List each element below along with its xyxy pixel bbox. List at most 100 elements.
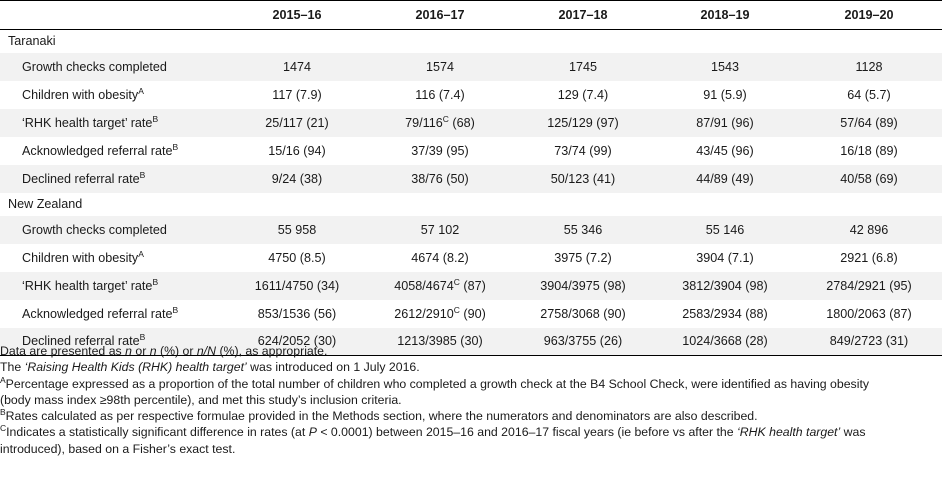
table-row: ‘RHK health target’ rateB 1611/4750 (34) 4… xyxy=(0,271,942,300)
footnote-marker: B xyxy=(152,276,159,287)
cell-value: 853/1536 (56) xyxy=(257,306,337,321)
row-label: Acknowledged referral rateB xyxy=(0,137,226,165)
table-cell: 2758/3068 (90) xyxy=(512,300,654,328)
row-label-text: Declined referral rate xyxy=(22,334,140,349)
table-cell: 1024/3668 (28) xyxy=(654,327,796,356)
row-label: Declined referral rateB xyxy=(0,165,226,193)
cell-value: 64 (5.7) xyxy=(847,87,891,102)
table-cell: 853/1536 (56) xyxy=(226,300,368,328)
row-label-text: ‘RHK health target’ rate xyxy=(22,115,153,130)
table-cell: 16/18 (89) xyxy=(796,137,942,165)
cell-value: 849/2723 (31) xyxy=(829,334,909,349)
row-label: Declined referral rateB xyxy=(0,327,226,356)
table-cell: 3904/3975 (98) xyxy=(512,272,654,300)
table-cell: 4674 (8.2) xyxy=(368,244,512,272)
footnote-marker: B xyxy=(152,113,159,124)
table-cell: 55 146 xyxy=(654,216,796,244)
cell-value: 125/129 (97) xyxy=(547,115,619,130)
table-cell: 40/58 (69) xyxy=(796,165,942,193)
cell-value: 129 (7.4) xyxy=(557,87,609,102)
cell-value-rest: (90) xyxy=(459,306,486,321)
footnote-marker: C xyxy=(453,276,460,287)
cell-value: 1574 xyxy=(425,59,455,74)
table-cell: 2921 (6.8) xyxy=(796,244,942,272)
table-cell: 624/2052 (30) xyxy=(226,327,368,356)
cell-value: 91 (5.9) xyxy=(703,87,747,102)
row-label-text: Declined referral rate xyxy=(22,171,140,186)
row-label: Growth checks completed xyxy=(0,216,226,244)
cell-value: 2921 (6.8) xyxy=(840,250,898,265)
table-cell: 1611/4750 (34) xyxy=(226,272,368,300)
table-cell: 1800/2063 (87) xyxy=(796,300,942,328)
row-label-text: Children with obesity xyxy=(22,87,139,102)
table-row: Acknowledged referral rateB 853/1536 (56)… xyxy=(0,300,942,328)
column-header: 2016–17 xyxy=(368,0,512,30)
table-cell: 3812/3904 (98) xyxy=(654,272,796,300)
cell-value: 1800/2063 (87) xyxy=(826,306,912,321)
column-header: 2018–19 xyxy=(654,0,796,30)
table-cell: 1745 xyxy=(512,53,654,81)
table-row: ‘RHK health target’ rateB 25/117 (21) 79/1… xyxy=(0,108,942,137)
cell-value: 57 102 xyxy=(420,222,460,237)
cell-value: 43/45 (96) xyxy=(696,143,754,158)
table-cell: 4058/4674C (87) xyxy=(368,272,512,300)
cell-value: 9/24 (38) xyxy=(271,171,323,186)
column-header: 2015–16 xyxy=(226,0,368,30)
cell-value: 37/39 (95) xyxy=(411,143,469,158)
footnote-marker: C xyxy=(453,304,460,315)
footnote-c-cont: introduced), based on a Fisher’s exact t… xyxy=(0,441,236,456)
table-cell: 3904 (7.1) xyxy=(654,244,796,272)
column-header: 2019–20 xyxy=(796,0,942,30)
table-cell: 15/16 (94) xyxy=(226,137,368,165)
table-cell: 963/3755 (26) xyxy=(512,327,654,356)
cell-value: 2612/2910 xyxy=(394,306,454,321)
column-header: 2017–18 xyxy=(512,0,654,30)
cell-value: 40/58 (69) xyxy=(840,171,898,186)
footnote-marker: A xyxy=(138,85,144,96)
row-label: ‘RHK health target’ rateB xyxy=(0,272,226,300)
cell-value: 3975 (7.2) xyxy=(554,250,612,265)
footnote-marker: B xyxy=(172,141,179,152)
cell-value: 4058/4674 xyxy=(394,278,454,293)
table-cell: 1574 xyxy=(368,53,512,81)
cell-value: 73/74 (99) xyxy=(554,143,612,158)
table-row: Children with obesityA 4750 (8.5) 4674 (8.… xyxy=(0,244,942,272)
table-row: Declined referral rateB 624/2052 (30) 1213… xyxy=(0,327,942,356)
table-cell: 1543 xyxy=(654,53,796,81)
table-cell: 125/129 (97) xyxy=(512,109,654,137)
cell-value: 4750 (8.5) xyxy=(268,250,326,265)
table-cell: 55 958 xyxy=(226,216,368,244)
row-label-text: Acknowledged referral rate xyxy=(22,143,173,158)
table-cell: 57 102 xyxy=(368,216,512,244)
cell-value: 2784/2921 (95) xyxy=(826,278,912,293)
table-cell: 849/2723 (31) xyxy=(796,327,942,356)
table-cell: 44/89 (49) xyxy=(654,165,796,193)
table-cell: 2784/2921 (95) xyxy=(796,272,942,300)
cell-value: 1611/4750 (34) xyxy=(254,278,340,293)
table-cell: 25/117 (21) xyxy=(226,109,368,137)
row-label: Growth checks completed xyxy=(0,53,226,81)
header-empty xyxy=(0,0,226,30)
table-cell: 2612/2910C (90) xyxy=(368,300,512,328)
cell-value: 16/18 (89) xyxy=(840,143,898,158)
footnote-a: APercentage expressed as a proportion of… xyxy=(0,374,870,391)
table-cell: 57/64 (89) xyxy=(796,109,942,137)
section-label: New Zealand xyxy=(8,197,83,211)
section-label: Taranaki xyxy=(8,34,56,49)
cell-value: 1213/3985 (30) xyxy=(397,334,483,349)
data-table: 2015–16 2016–17 2017–18 2018–19 2019–20 … xyxy=(0,0,942,356)
cell-value: 1745 xyxy=(568,59,598,74)
footnote-marker: B xyxy=(139,169,146,180)
cell-value: 1474 xyxy=(282,59,312,74)
table-cell: 79/116C (68) xyxy=(368,109,512,137)
cell-value: 3904/3975 (98) xyxy=(540,278,626,293)
note-presentation: Data are presented as n or n (%) or n/N … xyxy=(0,344,328,358)
table-cell: 116 (7.4) xyxy=(368,81,512,109)
cell-value: 4674 (8.2) xyxy=(411,250,469,265)
note-target-date: The ‘Raising Health Kids (RHK) health ta… xyxy=(0,360,420,375)
table-cell: 73/74 (99) xyxy=(512,137,654,165)
table-cell: 42 896 xyxy=(796,216,942,244)
cell-value: 1543 xyxy=(710,59,740,74)
table-cell: 38/76 (50) xyxy=(368,165,512,193)
footnote-marker: C xyxy=(442,113,449,124)
